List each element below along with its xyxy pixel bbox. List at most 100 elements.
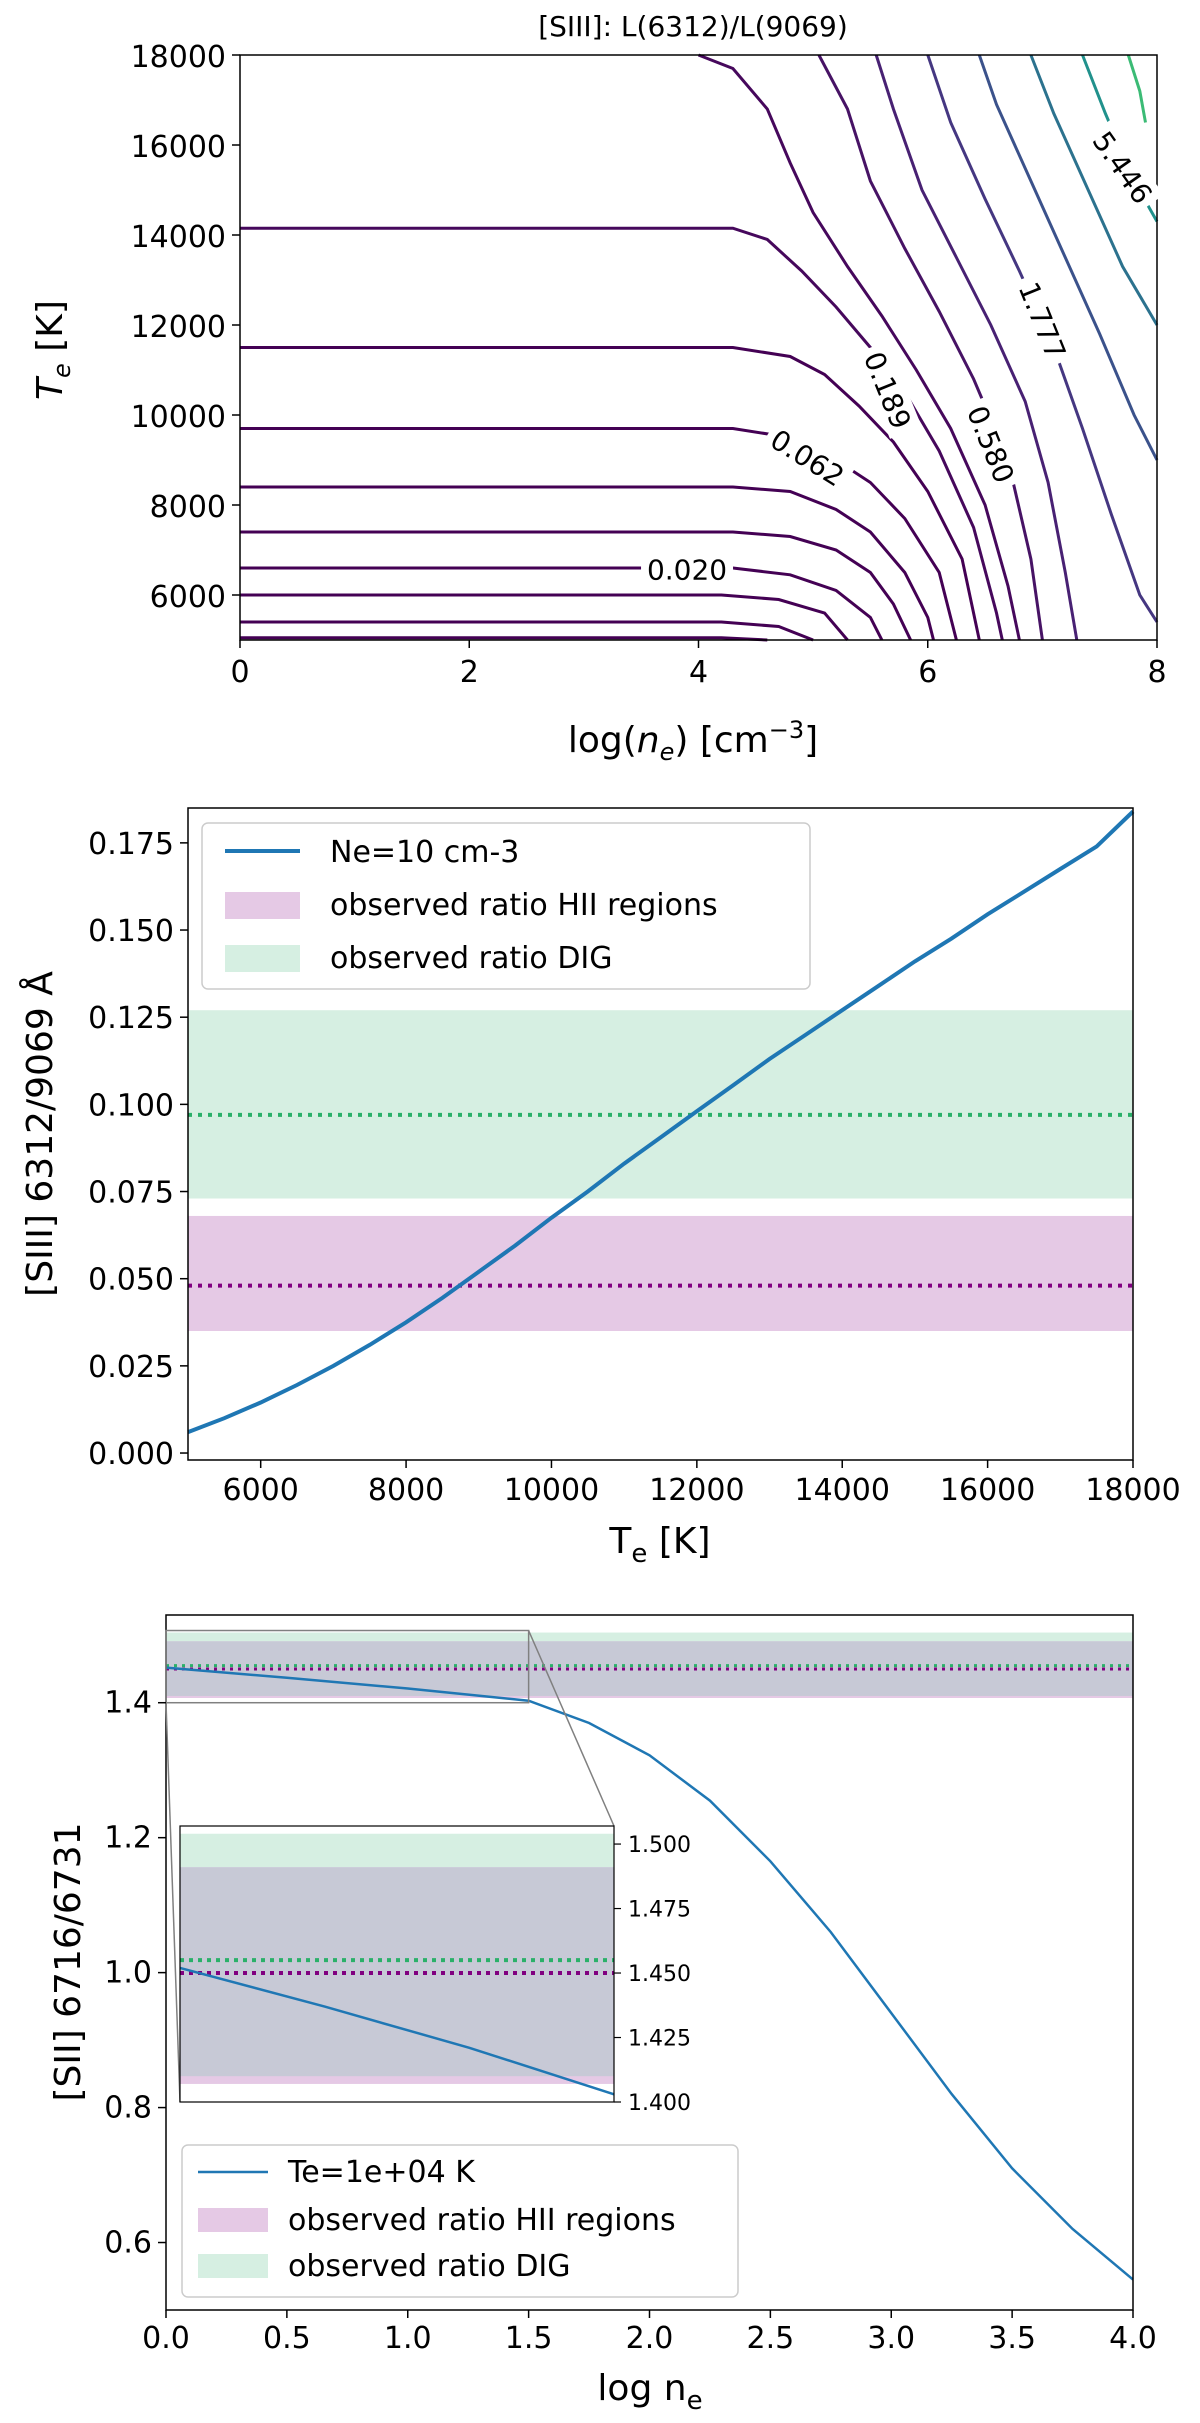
siii-x-tick-label-1: 8000: [368, 1473, 444, 1508]
contour-label-1: 0.062: [759, 418, 856, 496]
contour-line-14: [1029, 54, 1159, 326]
contour-label-bg-4: [1010, 271, 1077, 370]
sii-panel: 1.400 1.425 1.450 1.475 1.500 0.0 0.5 1.0 1.5 2.…: [48, 1614, 1157, 2416]
siii-x-tick-label-4: 14000: [795, 1473, 890, 1508]
contour-y-tick-label-2: 10000: [131, 400, 226, 435]
sii-x-tick-label-2: 1.0: [384, 2321, 432, 2356]
contour-label-text-0: 0.020: [647, 553, 727, 586]
siii-x-label: Te [K]: [608, 1521, 710, 1569]
siii-x-tick-label-2: 10000: [504, 1473, 599, 1508]
contour-title: [SIII]: L(6312)/L(9069): [538, 10, 848, 43]
contour-line-16: [1126, 54, 1147, 123]
sii-legend-line-label: Te=1e+04 K: [287, 2155, 476, 2190]
contour-label-bg-1: [759, 418, 856, 496]
siii-band-0: [188, 1215, 1133, 1331]
sii-legend-box: [181, 2144, 739, 2298]
sii-y-tick-label-2: 1.0: [104, 1956, 152, 1991]
contour-line-7: [240, 346, 981, 641]
sii-x-ticks: 0.0 0.5 1.0 1.5 2.0 2.5 3.0 3.5 4.0: [142, 2310, 1157, 2356]
sii-zoom-connector-left: [165, 1702, 181, 2103]
contour-label-text-5: 5.446: [1086, 125, 1159, 210]
sii-bands: [166, 1632, 1133, 1698]
sii-inset-y-tick-label-0: 1.400: [628, 2091, 691, 2116]
contour-line-9: [697, 53, 1021, 641]
contour-line-5: [240, 485, 935, 641]
contour-x-tick-label-1: 2: [460, 655, 479, 690]
siii-legend-hii-swatch: [225, 892, 300, 919]
siii-legend-dig-label: observed ratio DIG: [330, 941, 613, 976]
contour-y-tick-label-5: 16000: [131, 130, 226, 165]
contour-line-6: [240, 427, 958, 641]
sii-legend-hii-swatch: [198, 2208, 268, 2232]
siii-x-ticks: 6000 8000 10000 12000 14000 16000 18000: [223, 1460, 1181, 1508]
contour-x-label: log(ne) [cm−3]: [568, 716, 818, 766]
contour-y-ticks: 6000 8000 10000 12000 14000 16000 18000: [131, 40, 240, 615]
siii-ne10-line: [187, 810, 1135, 1434]
siii-y-tick-label-0: 0.000: [88, 1437, 174, 1472]
sii-zoom-connector-right: [527, 1630, 615, 1827]
contour-label-text-4: 1.777: [1012, 277, 1073, 364]
siii-x-tick-label-5: 16000: [940, 1473, 1035, 1508]
siii-x-tick-label-3: 12000: [649, 1473, 744, 1508]
contour-line-13: [977, 54, 1159, 461]
sii-zoom-indicator: [165, 1629, 530, 1704]
sii-y-label: [SII] 6716/6731: [48, 1823, 89, 2102]
contour-x-tick-label-4: 8: [1147, 655, 1166, 690]
contour-x-tick-label-2: 4: [689, 655, 708, 690]
contour-y-tick-label-4: 14000: [131, 220, 226, 255]
siii-legend-box: [201, 822, 811, 990]
sii-inset-y-ticks: 1.400 1.425 1.450 1.475 1.500: [614, 1833, 691, 2116]
contour-label-text-3: 0.580: [960, 401, 1021, 488]
contour-label-3: 0.580: [958, 394, 1025, 493]
sii-x-label: log ne: [597, 2368, 702, 2416]
contour-y-tick-label-3: 12000: [131, 310, 226, 345]
sii-legend-dig-swatch: [198, 2254, 268, 2278]
siii-y-tick-label-2: 0.050: [88, 1263, 174, 1298]
sii-inset-frame: [179, 1825, 615, 2103]
siii-y-tick-label-4: 0.100: [88, 1088, 174, 1123]
contour-label-0: 0.020: [641, 551, 734, 586]
siii-y-tick-label-7: 0.175: [88, 827, 174, 862]
contour-x-tick-label-3: 6: [918, 655, 937, 690]
sii-legend-hii-label: observed ratio HII regions: [288, 2203, 676, 2238]
contour-line-11: [874, 54, 1079, 641]
siii-bands: [188, 1010, 1133, 1331]
contour-label-4: 1.777: [1010, 271, 1077, 370]
contour-x-tick-label-0: 0: [230, 655, 249, 690]
sii-inset-y-tick-label-4: 1.500: [628, 1833, 691, 1858]
sii-inset-y-tick-label-3: 1.475: [628, 1898, 691, 1923]
sii-inset: 1.400 1.425 1.450 1.475 1.500: [179, 1825, 691, 2116]
contour-y-tick-label-0: 6000: [150, 580, 226, 615]
siii-axes-frame: [187, 807, 1134, 1461]
contour-label-bg-2: [855, 340, 922, 439]
contour-line-2: [240, 593, 849, 641]
siii-y-tick-label-6: 0.150: [88, 914, 174, 949]
sii-y-tick-label-4: 1.4: [104, 1686, 152, 1721]
sii-inset-line: [179, 1966, 615, 2096]
sii-legend: Te=1e+04 K observed ratio HII regions ob…: [181, 2144, 739, 2298]
contour-y-label: Te [K]: [30, 300, 76, 400]
siii-y-ticks: 0.000 0.025 0.050 0.075 0.100 0.125 0.150 0.175: [88, 827, 188, 1472]
sii-te-line: [165, 1666, 1134, 2281]
sii-x-tick-label-0: 0.0: [142, 2321, 190, 2356]
contour-line-8: [240, 226, 1004, 641]
siii-legend: Ne=10 cm-3 observed ratio HII regions ob…: [201, 822, 811, 990]
contour-label-bg-0: [641, 551, 734, 586]
siii-panel: 6000 8000 10000 12000 14000 16000 18000 0.0000…: [18, 807, 1181, 1569]
contour-line-1: [240, 620, 814, 642]
sii-x-tick-label-6: 3.0: [867, 2321, 915, 2356]
siii-legend-dig-swatch: [225, 945, 300, 972]
sii-x-tick-label-5: 2.5: [747, 2321, 795, 2356]
contour-x-ticks: 0 2 4 6 8: [230, 640, 1167, 690]
sii-x-tick-label-7: 3.5: [988, 2321, 1036, 2356]
siii-y-label: [SIII] 6312/9069 Å: [18, 971, 61, 1297]
sii-legend-dig-label: observed ratio DIG: [288, 2249, 571, 2284]
contour-label-text-1: 0.062: [764, 423, 849, 493]
sii-y-tick-label-3: 1.2: [104, 1821, 152, 1856]
sii-x-tick-label-8: 4.0: [1109, 2321, 1157, 2356]
sii-y-tick-label-1: 0.8: [104, 2091, 152, 2126]
contour-line-10: [817, 54, 1044, 641]
sii-inset-y-tick-label-1: 1.425: [628, 2027, 691, 2052]
